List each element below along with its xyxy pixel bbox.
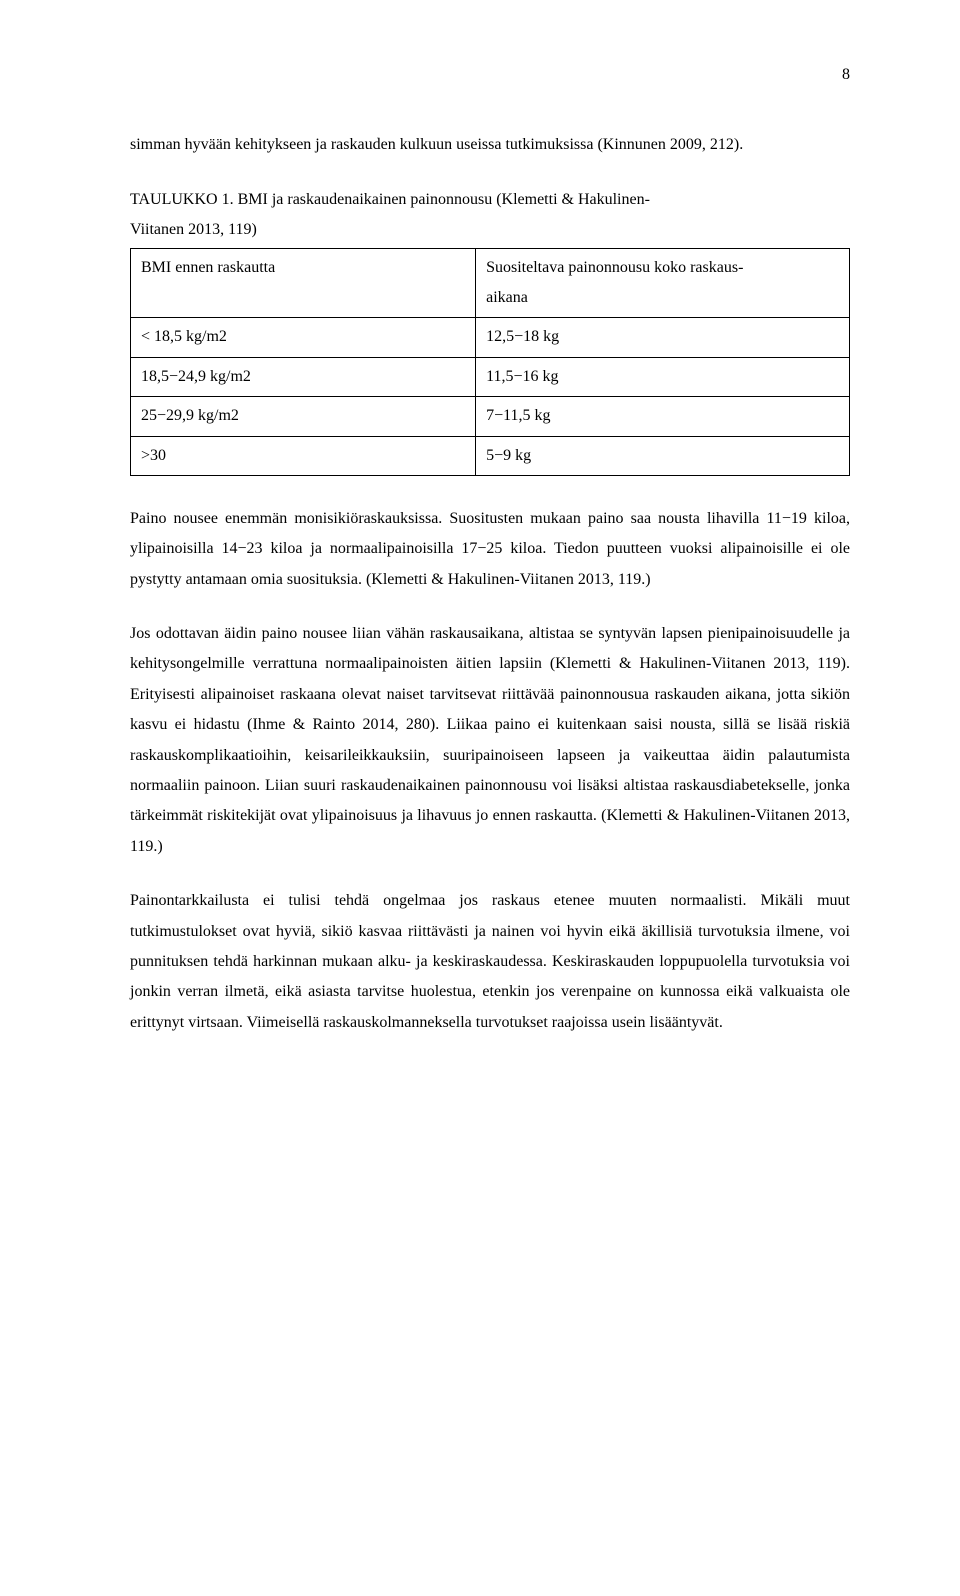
cell-line: aikana xyxy=(486,289,528,306)
paragraph-2: Paino nousee enemmän monisikiöraskauksis… xyxy=(130,504,850,595)
bmi-table: BMI ennen raskautta Suositeltava painonn… xyxy=(130,248,850,476)
table-cell: BMI ennen raskautta xyxy=(131,248,476,318)
table-row: BMI ennen raskautta Suositeltava painonn… xyxy=(131,248,850,318)
table-cell: 5−9 kg xyxy=(476,436,850,475)
table-cell: 11,5−16 kg xyxy=(476,357,850,396)
paragraph-4: Painontarkkailusta ei tulisi tehdä ongel… xyxy=(130,886,850,1038)
table-row: >30 5−9 kg xyxy=(131,436,850,475)
table-row: 25−29,9 kg/m2 7−11,5 kg xyxy=(131,397,850,436)
table-caption: TAULUKKO 1. BMI ja raskaudenaikainen pai… xyxy=(130,185,850,246)
paragraph-3: Jos odottavan äidin paino nousee liian v… xyxy=(130,619,850,862)
table-cell: 12,5−18 kg xyxy=(476,318,850,357)
table-cell: 18,5−24,9 kg/m2 xyxy=(131,357,476,396)
page-number: 8 xyxy=(130,60,850,90)
table-cell: Suositeltava painonnousu koko raskaus- a… xyxy=(476,248,850,318)
caption-line-1: TAULUKKO 1. BMI ja raskaudenaikainen pai… xyxy=(130,191,650,208)
table-cell: 25−29,9 kg/m2 xyxy=(131,397,476,436)
intro-paragraph: simman hyvään kehitykseen ja raskauden k… xyxy=(130,130,850,160)
caption-line-2: Viitanen 2013, 119) xyxy=(130,221,257,238)
table-row: < 18,5 kg/m2 12,5−18 kg xyxy=(131,318,850,357)
cell-line: Suositeltava painonnousu koko raskaus- xyxy=(486,259,743,276)
table-cell: >30 xyxy=(131,436,476,475)
table-cell: < 18,5 kg/m2 xyxy=(131,318,476,357)
table-cell: 7−11,5 kg xyxy=(476,397,850,436)
table-row: 18,5−24,9 kg/m2 11,5−16 kg xyxy=(131,357,850,396)
